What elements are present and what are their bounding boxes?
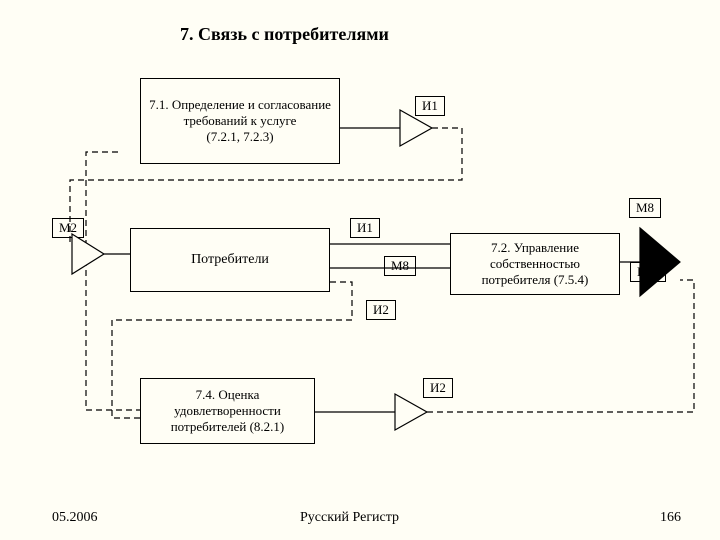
label-i1-top: И1 (415, 96, 445, 116)
box-7-4: 7.4. Оценка удовлетворенности потребител… (140, 378, 315, 444)
box-7-4-text: 7.4. Оценка удовлетворенности потребител… (145, 387, 310, 435)
box-consumers: Потребители (130, 228, 330, 292)
label-i1-mid: И1 (350, 218, 380, 238)
footer-page: 166 (660, 510, 681, 526)
box-consumers-text: Потребители (191, 252, 269, 268)
label-i2-low: И2 (423, 378, 453, 398)
label-m8-top: M8 (629, 198, 661, 218)
label-m8-mid: M8 (384, 256, 416, 276)
label-i71: И71 (630, 262, 666, 282)
footer-center: Русский Регистр (300, 510, 399, 526)
footer-date: 05.2006 (52, 510, 98, 526)
box-7-2-text: 7.2. Управление собственностью потребите… (455, 240, 615, 288)
box-7-1: 7.1. Определение и согласование требован… (140, 78, 340, 164)
box-7-2: 7.2. Управление собственностью потребите… (450, 233, 620, 295)
box-7-1-text: 7.1. Определение и согласование требован… (145, 97, 335, 145)
label-m2: M2 (52, 218, 84, 238)
diagram-title: 7. Связь с потребителями (180, 24, 389, 45)
label-i2-mid: И2 (366, 300, 396, 320)
